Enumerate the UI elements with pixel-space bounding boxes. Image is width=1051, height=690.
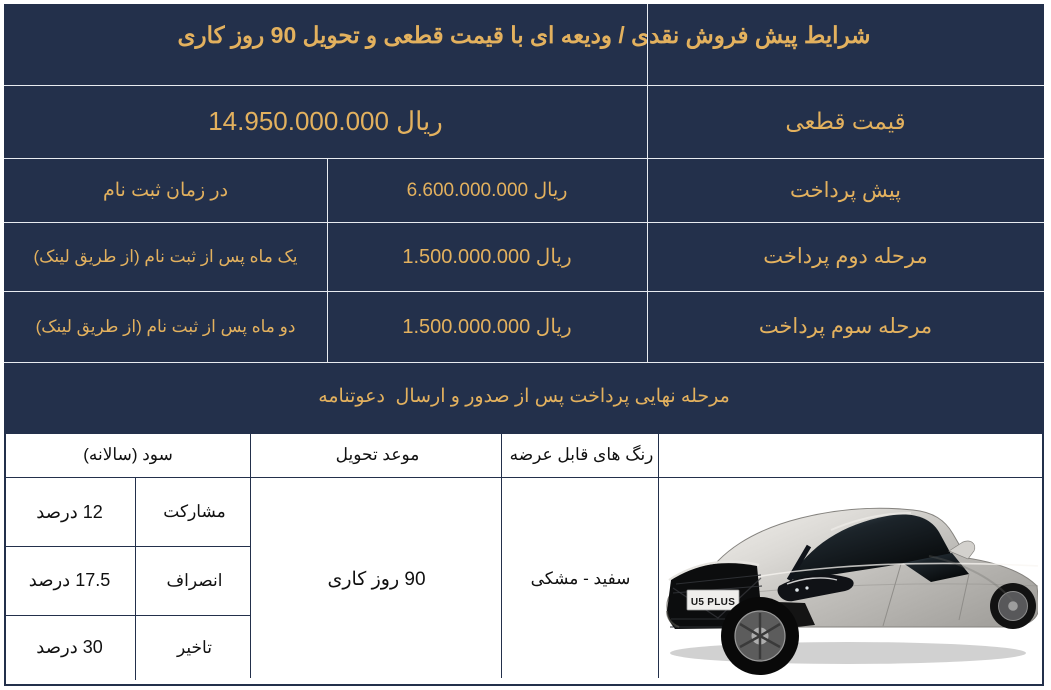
svg-text:U5 PLUS: U5 PLUS (691, 597, 735, 608)
